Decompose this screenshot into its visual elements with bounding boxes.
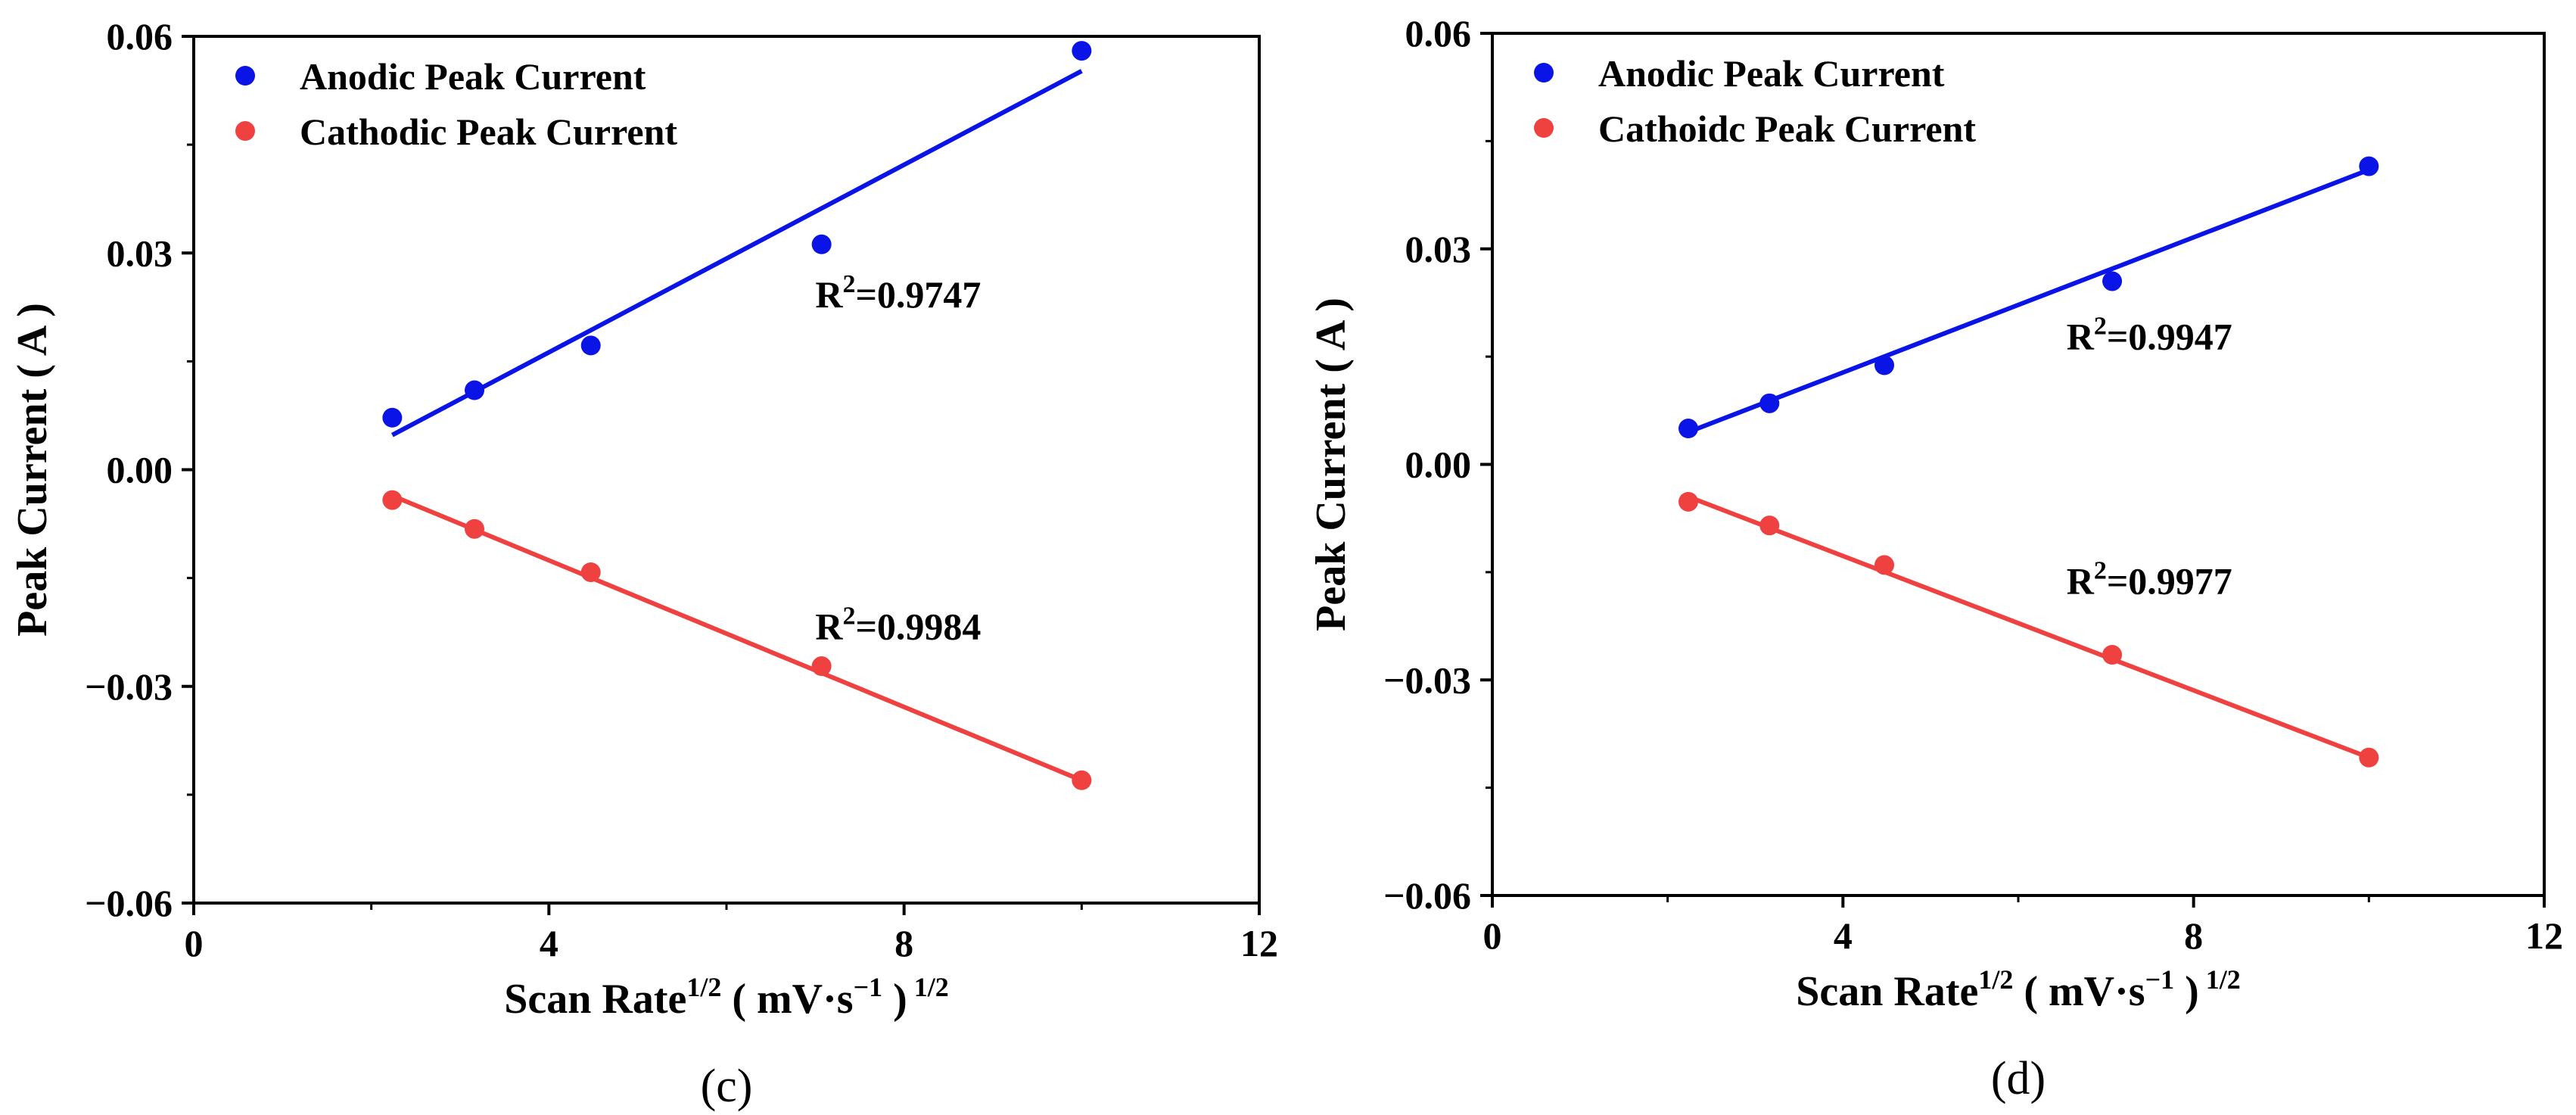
chart-panel-c: 0 4 8 12 −0.06 −0.03 0.00 0.03 0.06 Peak Current … — [9, 15, 1278, 1112]
legend-marker — [1534, 63, 1554, 83]
data-point-cathodic — [1759, 515, 1780, 536]
y-axis-label: Peak Current ( A ) — [9, 303, 56, 637]
data-point-cathodic — [2359, 747, 2379, 768]
data-point-cathodic — [2102, 645, 2123, 665]
data-point-anodic — [811, 234, 832, 254]
data-point-cathodic — [1874, 555, 1895, 575]
y-axis-label: Peak Current ( A ) — [1308, 297, 1355, 631]
plot-frame — [192, 35, 1261, 905]
y-tick-label: 0.00 — [107, 449, 173, 491]
x-tick-label: 8 — [2184, 914, 2203, 957]
fit-line-cathodic — [1687, 494, 2370, 760]
data-point-cathodic — [580, 562, 601, 582]
y-tick-label: −0.03 — [85, 665, 173, 708]
data-point-anodic — [1874, 355, 1895, 375]
legend-entry: Cathoidc Peak Current — [1598, 107, 1976, 150]
y-tick-label: −0.06 — [1383, 874, 1471, 917]
x-axis-label: Scan Rate1/2 ( mV·s−1 ) 1/2 — [1796, 964, 2241, 1015]
legend-entry: Cathodic Peak Current — [300, 111, 677, 153]
data-point-anodic — [2359, 156, 2379, 176]
fit-line-cathodic — [391, 494, 1083, 783]
y-tick-label: 0.06 — [107, 15, 173, 58]
x-axis-label: Scan Rate1/2 ( mV·s−1 ) 1/2 — [504, 972, 949, 1023]
legend-entry: Anodic Peak Current — [1598, 52, 1945, 95]
data-point-anodic — [580, 335, 601, 356]
fit-line-anodic — [390, 69, 1083, 438]
x-tick-label: 8 — [894, 922, 913, 964]
r-squared-label: R2=0.9747 — [815, 270, 981, 316]
data-point-anodic — [1759, 393, 1780, 413]
data-point-cathodic — [465, 519, 485, 539]
panel-caption: (c) — [701, 1060, 753, 1112]
x-tick-label: 0 — [185, 922, 204, 964]
data-point-anodic — [1678, 419, 1699, 439]
chart-panel-d: 0 4 8 12 −0.06 −0.03 0.00 0.03 0.06 Peak Current … — [1308, 12, 2563, 1104]
x-tick-label: 4 — [540, 922, 558, 964]
fit-line-anodic — [1687, 167, 2370, 434]
x-tick-label: 4 — [1834, 914, 1853, 957]
data-point-anodic — [2102, 271, 2123, 291]
data-point-anodic — [382, 407, 403, 428]
data-point-cathodic — [382, 490, 403, 510]
y-tick-label: −0.06 — [85, 882, 173, 924]
y-tick-label: 0.03 — [107, 232, 173, 274]
x-tick-label: 12 — [2525, 914, 2563, 957]
r-squared-label: R2=0.9977 — [2067, 556, 2232, 602]
panel-caption: (d) — [1991, 1053, 2046, 1104]
x-tick-label: 12 — [1240, 922, 1278, 964]
data-point-anodic — [1072, 41, 1092, 61]
legend-marker — [1534, 118, 1554, 138]
legend-entry: Anodic Peak Current — [300, 55, 646, 98]
r-squared-label: R2=0.9947 — [2067, 313, 2232, 358]
plot-frame — [1491, 32, 2546, 897]
y-tick-label: 0.06 — [1405, 12, 1472, 55]
y-tick-label: 0.00 — [1405, 444, 1472, 486]
data-point-cathodic — [1072, 770, 1092, 790]
data-point-cathodic — [811, 656, 832, 677]
data-point-cathodic — [1678, 491, 1699, 512]
legend-marker — [235, 66, 255, 86]
y-tick-label: 0.03 — [1405, 228, 1472, 270]
data-point-anodic — [465, 380, 485, 400]
x-tick-label: 0 — [1483, 914, 1502, 957]
legend-marker — [235, 121, 255, 141]
r-squared-label: R2=0.9984 — [815, 603, 981, 648]
y-tick-label: −0.03 — [1383, 659, 1471, 701]
